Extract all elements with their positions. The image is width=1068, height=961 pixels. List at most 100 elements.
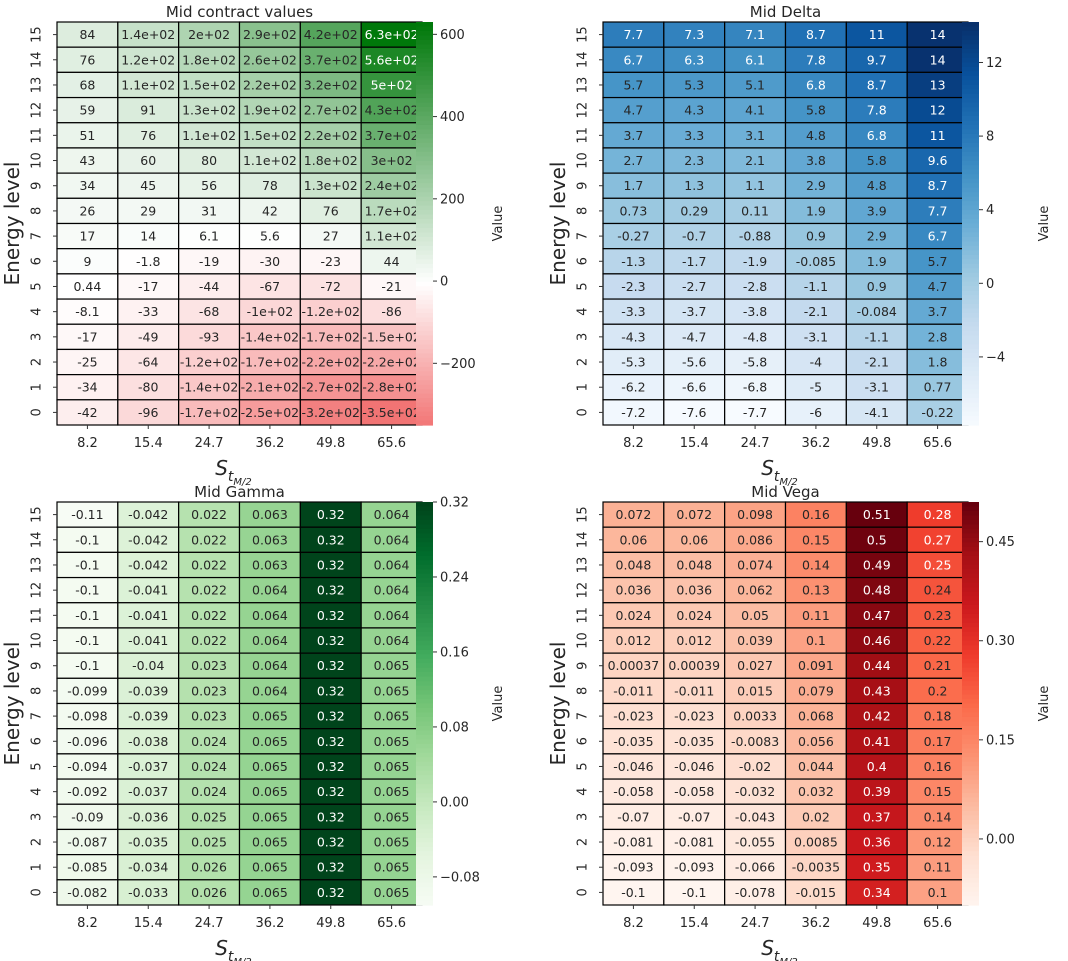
cell-label: 14	[140, 229, 156, 244]
colorbar-segment	[416, 398, 433, 404]
heatmap-cell	[299, 222, 362, 250]
colorbar-segment	[416, 335, 433, 341]
cell-label: 1.1e+02	[365, 229, 419, 244]
cell-label: 4.3e+02	[365, 103, 419, 118]
cell-label: 4.8	[806, 128, 826, 143]
cell-label: 0.0033	[733, 709, 777, 724]
y-tick-label: 8	[576, 207, 591, 215]
cell-label: -0.093	[674, 860, 714, 875]
x-axis-label-sub: t	[774, 949, 780, 961]
cell-label: 0.022	[191, 507, 227, 522]
heatmap-cell	[178, 753, 241, 780]
colorbar-segment	[416, 833, 433, 839]
cell-label: -4.1	[865, 405, 889, 420]
colorbar-segment	[416, 685, 433, 691]
cell-label: 0.73	[619, 203, 647, 218]
y-tick-label: 10	[30, 152, 45, 169]
cell-label: 2.9	[867, 229, 887, 244]
colorbar-segment	[416, 129, 433, 135]
cell-label: 2.7	[623, 153, 643, 168]
heatmap-cell	[845, 21, 908, 48]
colorbar-segment	[962, 591, 979, 597]
colorbar-segment	[962, 290, 979, 296]
colorbar-tick-label: 0.08	[440, 720, 469, 735]
heatmap-cell	[56, 348, 119, 376]
colorbar-segment	[416, 707, 433, 714]
heatmap-cell	[906, 879, 969, 906]
colorbar-segment	[416, 533, 433, 539]
colorbar-segment	[416, 519, 433, 525]
x-tick-label: 65.6	[923, 436, 952, 451]
heatmap-cell	[238, 96, 301, 124]
colorbar-tick-label: 12	[986, 56, 1003, 71]
cell-label: 0.064	[374, 532, 410, 547]
cell-label: 51	[79, 128, 95, 143]
cell-label: 0.35	[863, 860, 891, 875]
heatmap-cell	[724, 551, 787, 579]
cell-label: -0.041	[128, 633, 168, 648]
cell-label: -8.1	[75, 304, 99, 319]
x-axis-label-subsub: M/2	[779, 957, 797, 961]
heatmap-cell	[845, 602, 908, 629]
colorbar-segment	[962, 546, 979, 552]
colorbar-segment	[416, 259, 433, 265]
cell-label: 4.2e+02	[304, 27, 358, 42]
heatmap-cell	[724, 122, 787, 149]
cell-label: 1.9	[806, 203, 826, 218]
colorbar-segment	[416, 232, 433, 238]
x-axis-label-main: S	[215, 936, 228, 960]
colorbar-tick-label: 0.45	[986, 535, 1015, 550]
colorbar-segment	[962, 699, 979, 705]
cell-label: 1.2e+02	[121, 52, 175, 67]
heatmap-cell	[299, 399, 362, 426]
heatmap-cell	[906, 222, 969, 250]
cell-label: 0.32	[317, 709, 345, 724]
heatmap-cell	[602, 526, 665, 553]
colorbar-segment	[416, 551, 433, 557]
heatmap-cell	[56, 576, 119, 604]
cell-label: -6.6	[682, 380, 706, 395]
cell-label: -0.035	[674, 734, 714, 749]
cell-label: -2.1e+02	[241, 380, 299, 395]
colorbar-segment	[962, 815, 979, 821]
heatmap-cell	[178, 526, 241, 553]
heatmap-cell	[299, 828, 362, 856]
y-tick-label: 2	[30, 838, 45, 846]
heatmap-cell	[663, 551, 726, 579]
heatmap-cell	[117, 501, 180, 528]
y-tick-label: 13	[576, 557, 591, 574]
x-axis-label-sub: t	[774, 469, 780, 485]
colorbar-segment	[962, 344, 979, 350]
cell-label: -1.2e+02	[180, 355, 238, 370]
colorbar-segment	[416, 281, 433, 287]
colorbar-segment	[962, 631, 979, 637]
colorbar-segment	[962, 869, 979, 875]
colorbar-segment	[416, 654, 433, 660]
colorbar-segment	[416, 151, 433, 157]
colorbar-segment	[962, 330, 979, 337]
cell-label: -0.035	[613, 734, 653, 749]
heatmap-cell	[663, 778, 726, 805]
colorbar-segment	[962, 793, 979, 799]
colorbar-segment	[416, 62, 433, 68]
cell-label: 0.065	[252, 734, 288, 749]
colorbar-segment	[962, 672, 979, 678]
heatmap-cell	[117, 222, 180, 250]
heatmap-cell	[906, 298, 969, 325]
colorbar-segment	[962, 380, 979, 386]
cell-label: 0.2	[928, 683, 948, 698]
chart-title: Mid contract values	[166, 3, 313, 21]
heatmap-cell	[56, 222, 119, 250]
cell-label: 1.1e+02	[121, 77, 175, 92]
colorbar-segment	[416, 797, 433, 803]
cell-label: -42	[77, 405, 97, 420]
colorbar-segment	[962, 165, 979, 171]
heatmap-cell	[56, 399, 119, 426]
heatmap-cell	[845, 71, 908, 99]
cell-label: -1.2e+02	[302, 304, 360, 319]
colorbar-segment	[416, 627, 433, 633]
cell-label: 7.8	[806, 52, 826, 67]
colorbar-segment	[962, 779, 979, 785]
colorbar-segment	[962, 842, 979, 848]
colorbar-segment	[962, 304, 979, 310]
